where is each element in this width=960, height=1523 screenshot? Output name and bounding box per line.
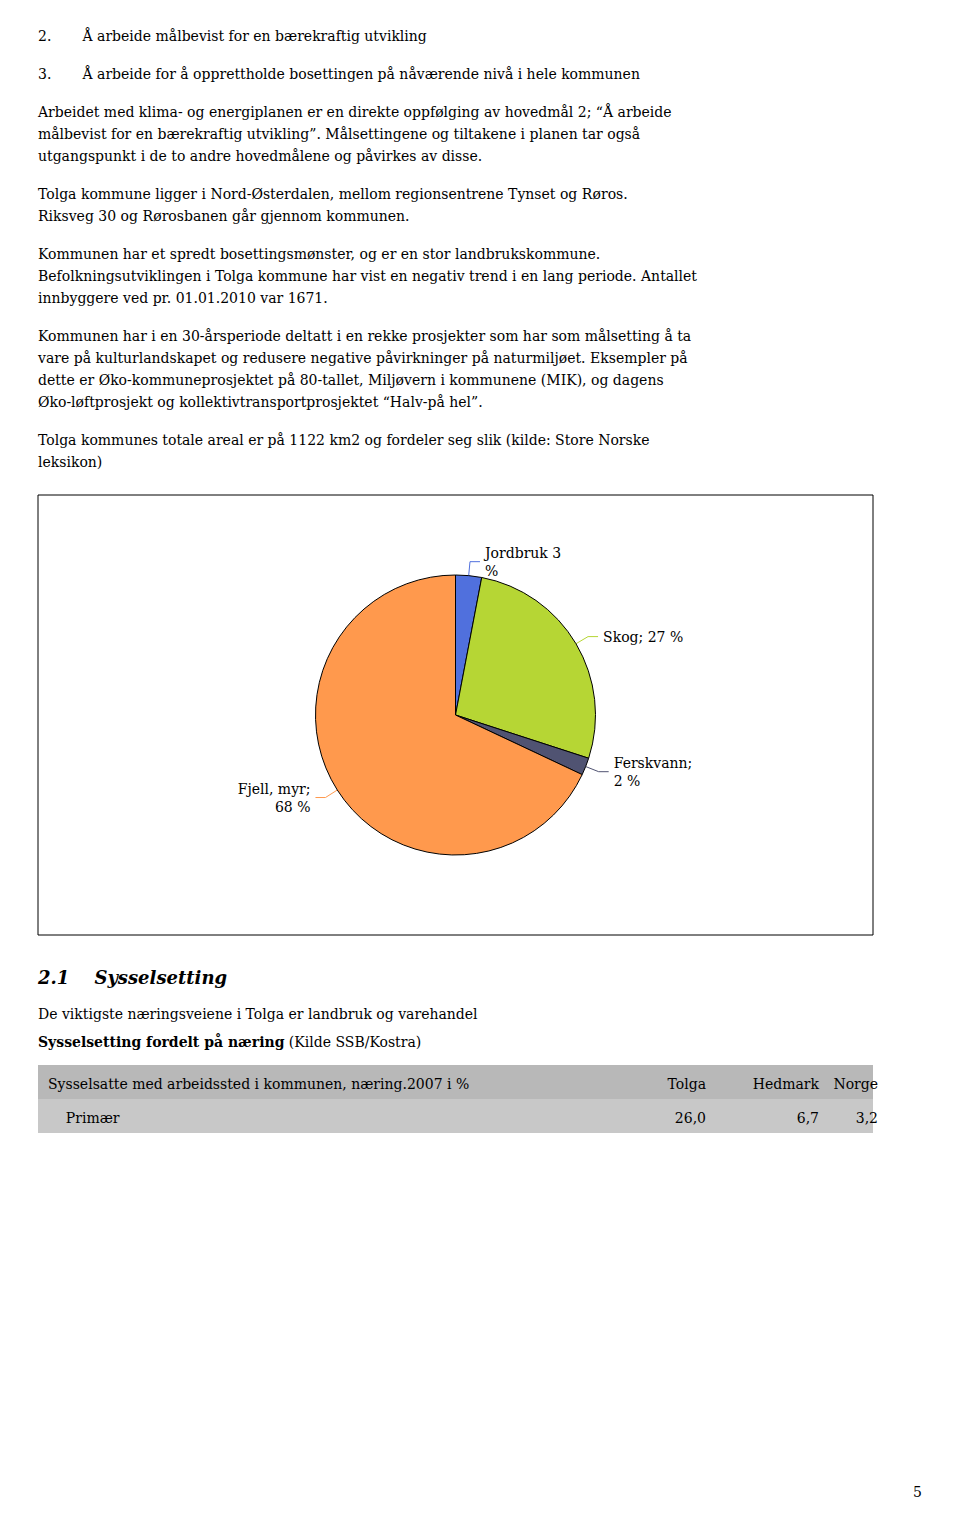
svg-text:2.1 Sysselsetting: 2.1 Sysselsetting [37,967,227,988]
svg-text:Kommunen har i en 30-årsperiod: Kommunen har i en 30-årsperiode deltatt … [38,328,691,344]
svg-text:Sysselsatte med arbeidssted i: Sysselsatte med arbeidssted i kommunen, … [48,1076,469,1092]
svg-text:Skog; 27 %: Skog; 27 % [603,629,683,645]
svg-text:vare på kulturlandskapet og re: vare på kulturlandskapet og redusere neg… [37,350,688,366]
svg-text:2 %: 2 % [614,773,641,789]
svg-text:(Kilde SSB/Kostra): (Kilde SSB/Kostra) [284,1034,421,1050]
svg-text:Tolga: Tolga [668,1076,706,1092]
svg-text:Norge: Norge [833,1076,878,1092]
svg-text:%: % [485,563,498,579]
svg-text:Tolga kommunes totale areal er: Tolga kommunes totale areal er på 1122 k… [38,432,650,448]
svg-text:Ferskvann;: Ferskvann; [614,755,693,771]
svg-text:Riksveg 30 og Rørosbanen går g: Riksveg 30 og Rørosbanen går gjennom kom… [38,208,410,224]
svg-text:Jordbruk 3: Jordbruk 3 [483,545,561,561]
svg-text:2. Å arbeide målbevist f: 2. Å arbeide målbevist for en bærekrafti… [38,27,427,44]
svg-text:målbevist for en bærekraftig u: målbevist for en bærekraftig utvikling”.… [38,126,640,142]
svg-text:De viktigste næringsveiene i T: De viktigste næringsveiene i Tolga er la… [38,1006,478,1022]
svg-text:leksikon): leksikon) [38,454,102,470]
svg-text:utgangspunkt i de to andre hov: utgangspunkt i de to andre hovedmålene o… [38,148,482,164]
svg-text:Hedmark: Hedmark [753,1076,820,1092]
svg-text:68 %: 68 % [275,799,311,815]
svg-text:dette er Øko-kommuneprosjektet: dette er Øko-kommuneprosjektet på 80-tal… [38,372,664,388]
svg-text:3. Å arbeide for å oppre: 3. Å arbeide for å opprettholde bosettin… [38,65,640,82]
svg-text:innbyggere ved pr. 01.01.2010: innbyggere ved pr. 01.01.2010 var 1671. [38,290,328,306]
svg-text:Primær: Primær [48,1110,120,1126]
svg-text:6,7: 6,7 [797,1110,819,1126]
svg-text:Fjell, myr;: Fjell, myr; [238,781,311,797]
svg-text:3,2: 3,2 [856,1110,878,1126]
svg-text:Øko-løftprosjekt og kollektivt: Øko-løftprosjekt og kollektivtransportpr… [38,394,483,410]
svg-text:Arbeidet med klima- og energip: Arbeidet med klima- og energiplanen er e… [37,103,672,120]
svg-text:Befolkningsutviklingen i Tolga: Befolkningsutviklingen i Tolga kommune h… [38,268,697,284]
svg-text:26,0: 26,0 [675,1110,706,1126]
svg-text:Kommunen har et spredt bosetti: Kommunen har et spredt bosettingsmønster… [38,246,600,262]
svg-text:Tolga kommune ligger i Nord-Øs: Tolga kommune ligger i Nord-Østerdalen, … [38,186,628,202]
svg-text:Sysselsetting fordelt på nærin: Sysselsetting fordelt på næring [38,1033,285,1050]
svg-text:5: 5 [913,1484,922,1500]
